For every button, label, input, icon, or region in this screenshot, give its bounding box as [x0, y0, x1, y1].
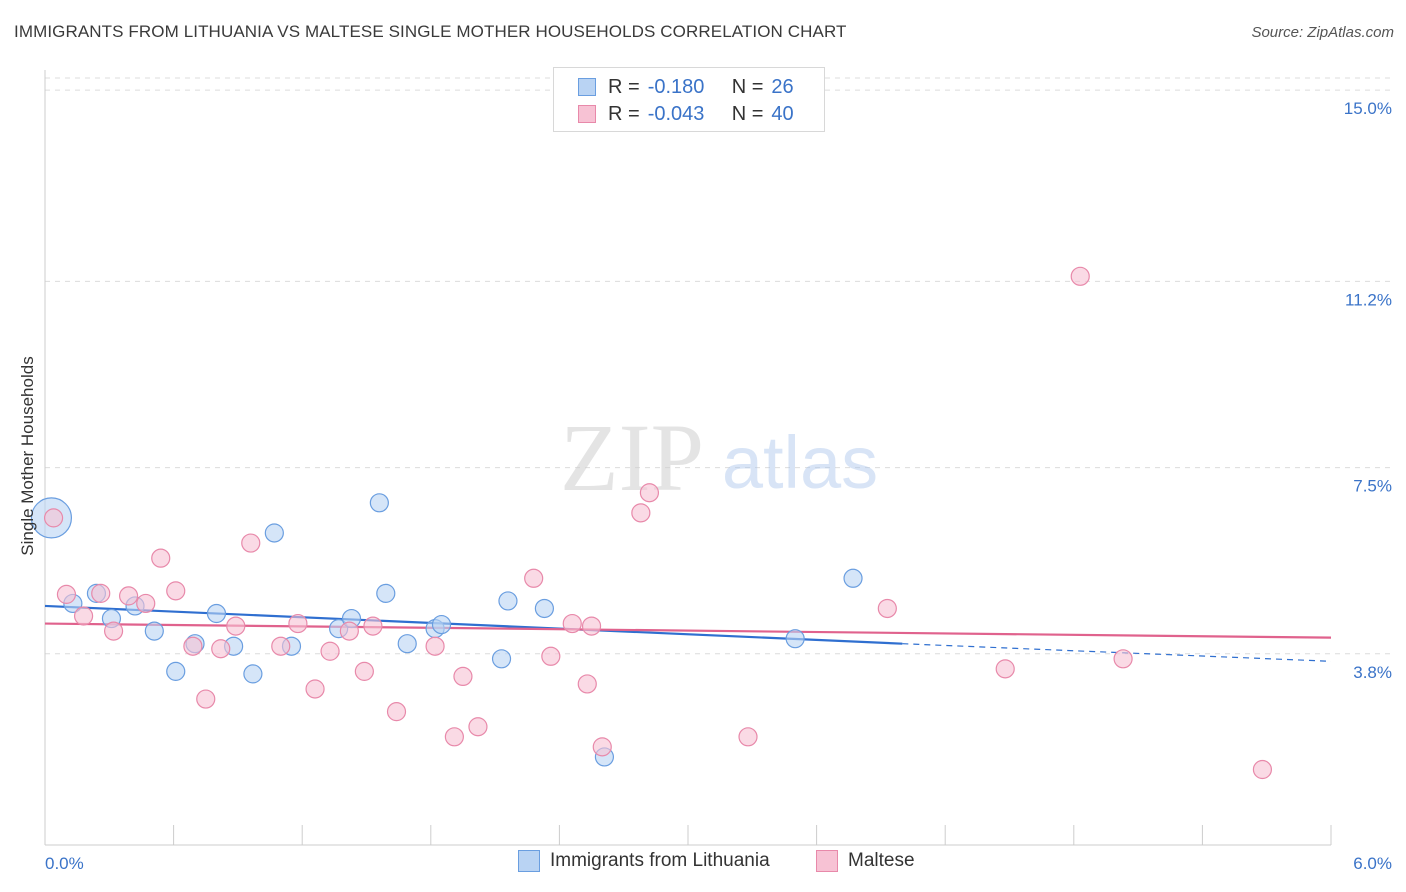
maltese-point: [524, 568, 544, 588]
chart-title: IMMIGRANTS FROM LITHUANIA VS MALTESE SIN…: [14, 22, 847, 41]
maltese-point: [1070, 266, 1090, 286]
lithuania-point: [206, 603, 227, 624]
source-label: Source: ZipAtlas.com: [1251, 24, 1394, 41]
maltese-point: [226, 616, 246, 636]
maltese-point: [118, 586, 139, 606]
watermark: ZIP atlas: [560, 404, 878, 511]
maltese-point: [211, 639, 231, 659]
lithuania-point: [431, 614, 452, 635]
stats-row-maltese: R = -0.043 N = 40: [578, 102, 794, 126]
maltese-point: [592, 737, 612, 757]
n-value: 40: [771, 102, 794, 125]
y-tick-label: 7.5%: [1353, 477, 1392, 496]
maltese-point: [468, 717, 488, 737]
r-value: -0.180: [647, 75, 705, 98]
maltese-point: [577, 674, 597, 694]
lithuania-legend-label: Immigrants from Lithuania: [550, 850, 770, 871]
lithuania-point: [397, 634, 417, 654]
lithuania-legend-swatch: [518, 850, 540, 872]
watermark-zip: ZIP: [560, 404, 704, 511]
legend-item-maltese: Maltese: [816, 850, 915, 872]
maltese-point: [241, 533, 261, 553]
maltese-swatch: [578, 105, 596, 123]
y-tick-label: 11.2%: [1345, 290, 1392, 309]
r-label: R =: [608, 75, 640, 98]
lithuania-point: [243, 664, 263, 684]
lithuania-swatch: [578, 78, 596, 96]
lithuania-point: [376, 583, 396, 603]
data-points: [30, 266, 1273, 780]
legend-item-lithuania: Immigrants from Lithuania: [518, 850, 770, 872]
maltese-point: [305, 679, 325, 699]
maltese-legend-swatch: [816, 850, 838, 872]
maltese-point: [354, 661, 374, 681]
maltese-point: [631, 503, 651, 523]
x-tick-label: 6.0%: [1353, 854, 1392, 873]
lithuania-point: [264, 523, 284, 543]
maltese-point: [73, 606, 94, 626]
stats-legend: R = -0.180 N = 26 R = -0.043 N = 40: [553, 67, 825, 132]
maltese-point: [320, 641, 340, 661]
x-tick-label: 0.0%: [45, 854, 84, 873]
lithuania-trend-line: [44, 604, 903, 645]
lithuania-point: [843, 568, 863, 588]
maltese-trend-line: [44, 622, 1332, 639]
gridlines: [45, 77, 1391, 655]
lithuania-point: [534, 598, 554, 619]
lithuania-point: [785, 629, 805, 649]
maltese-point: [43, 508, 64, 528]
y-tick-label: 3.8%: [1353, 663, 1392, 682]
maltese-point: [562, 613, 582, 634]
maltese-point: [995, 659, 1015, 679]
maltese-point: [196, 689, 216, 709]
lithuania-point: [369, 493, 389, 513]
maltese-point: [363, 616, 383, 636]
y-axis-label: Single Mother Households: [18, 356, 37, 556]
maltese-point: [386, 702, 407, 722]
n-label: N =: [731, 75, 764, 98]
maltese-legend-label: Maltese: [848, 850, 915, 871]
r-value: -0.043: [647, 102, 705, 125]
maltese-point: [271, 636, 291, 656]
maltese-point: [877, 598, 897, 619]
stats-row-lithuania: R = -0.180 N = 26: [578, 75, 794, 99]
maltese-point: [1113, 649, 1133, 669]
maltese-point: [288, 613, 308, 634]
n-value: 26: [771, 75, 794, 98]
maltese-point: [1252, 759, 1273, 780]
maltese-point: [56, 584, 77, 604]
maltese-point: [183, 636, 203, 656]
lithuania-point: [491, 649, 512, 669]
maltese-point: [103, 621, 124, 641]
maltese-point: [91, 583, 111, 603]
tick-labels: 3.8% 7.5% 11.2% 15.0% 0.0% 6.0%: [45, 99, 1392, 873]
r-label: R =: [608, 102, 640, 125]
maltese-point: [444, 727, 464, 747]
maltese-point: [581, 616, 602, 636]
lithuania-point: [498, 591, 518, 611]
maltese-point: [738, 727, 758, 747]
maltese-point: [541, 646, 561, 666]
n-label: N =: [731, 102, 764, 125]
y-tick-label: 15.0%: [1344, 99, 1392, 118]
maltese-point: [425, 636, 445, 656]
maltese-point: [136, 593, 156, 614]
lithuania-point: [144, 621, 164, 641]
maltese-point: [166, 581, 186, 601]
maltese-point: [639, 483, 660, 503]
maltese-point: [339, 621, 359, 641]
maltese-point: [453, 666, 473, 687]
watermark-atlas: atlas: [722, 421, 878, 504]
maltese-point: [151, 548, 171, 568]
axes: [44, 70, 1332, 846]
lithuania-point: [166, 661, 186, 681]
